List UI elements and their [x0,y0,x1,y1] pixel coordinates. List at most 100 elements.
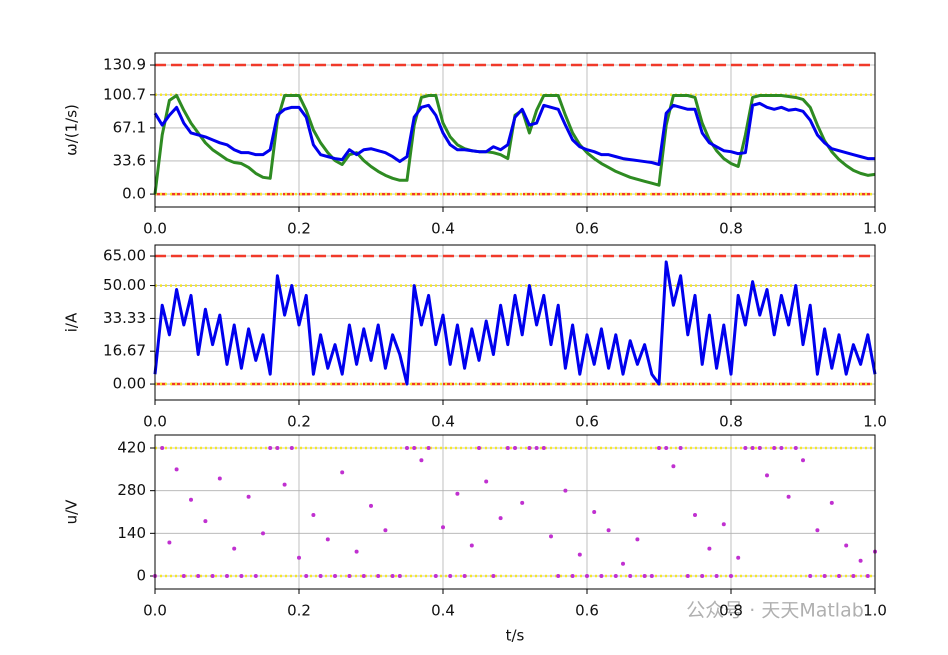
data-point [491,573,496,578]
y-tick-label: 0.00 [113,375,146,393]
y-tick-label: 67.1 [113,118,146,136]
data-point [736,555,741,560]
x-tick-label: 0.4 [431,413,455,431]
data-point [275,446,280,451]
x-tick-label: 0.0 [143,413,167,431]
data-point [210,573,215,578]
data-point [765,473,769,478]
data-line [153,260,877,386]
data-point [822,573,827,578]
data-point [577,552,582,557]
watermark: 公众号 · 天天Matlab [686,600,864,622]
data-point [858,558,863,563]
data-point [340,470,345,475]
x-tick-label: 0.0 [143,220,167,238]
data-point [419,458,424,463]
data-point [426,446,431,451]
data-point [246,494,251,499]
y-axis-label: ω/(1/s) [63,104,81,156]
data-point [441,525,445,530]
data-point [628,573,633,578]
y-tick-label: 280 [117,481,146,499]
data-point [527,446,532,451]
data-point [239,573,244,578]
data-point [621,561,625,566]
x-tick-label: 0.2 [287,220,311,238]
axes-frame [154,244,876,401]
data-point [685,573,690,578]
x-tick-label: 0.6 [575,413,599,431]
data-point [549,534,553,539]
data-point [534,446,539,451]
data-point [376,573,381,578]
y-tick-label: 65.00 [103,247,146,265]
data-point [333,573,337,578]
data-point [174,467,179,472]
y-tick-label: 0.0 [122,185,146,203]
data-point [304,573,309,578]
data-point [829,500,834,505]
data-point [556,573,561,578]
data-point [750,446,755,451]
data-point [570,573,575,578]
data-point [721,522,726,527]
data-point [779,446,784,451]
data-point [541,446,546,451]
data-point [585,573,589,578]
y-tick-label: 420 [117,439,146,457]
data-point [815,528,820,533]
data-point [181,573,186,578]
y-axis-label: u/V [63,499,81,525]
x-tick-label: 1.0 [863,413,887,431]
data-point [253,573,258,578]
data-point [196,573,201,578]
x-axis-label: t/s [506,627,525,645]
data-point [462,573,467,578]
y-tick-label: 33.6 [113,151,146,169]
data-point [657,446,661,451]
data-line [153,101,875,167]
data-point [592,510,597,514]
data-point [786,494,791,499]
data-point [793,446,798,451]
data-point [865,573,870,578]
data-point [757,446,762,451]
x-tick-label: 0.4 [431,602,455,620]
data-point [520,500,525,505]
data-point [289,446,294,451]
data-point [433,573,438,578]
data-point [563,488,568,493]
y-tick-label: 140 [117,524,146,542]
data-point [390,573,395,578]
x-tick-label: 0.8 [719,413,743,431]
data-point [599,573,604,578]
x-tick-label: 0.6 [575,602,599,620]
data-point [318,573,323,578]
data-point [448,573,453,578]
data-point [801,458,805,463]
data-point [232,546,237,551]
x-tick-label: 1.0 [863,602,887,620]
y-tick-label: 16.67 [103,342,146,360]
data-point [505,446,510,451]
data-point [455,491,460,496]
data-point [189,497,193,502]
data-point [405,446,409,451]
data-point [808,573,813,578]
data-point [311,513,316,518]
data-point [347,573,352,578]
data-point [282,482,287,487]
data-point [297,555,301,560]
data-point [469,543,474,548]
data-point [837,573,841,578]
data-point [412,446,417,451]
data-point [606,528,611,533]
data-point [203,519,208,524]
y-tick-label: 130.9 [103,56,146,74]
data-point [325,537,330,542]
data-point [369,503,373,508]
data-point [642,573,647,578]
data-point [513,446,517,451]
data-point [851,573,856,578]
